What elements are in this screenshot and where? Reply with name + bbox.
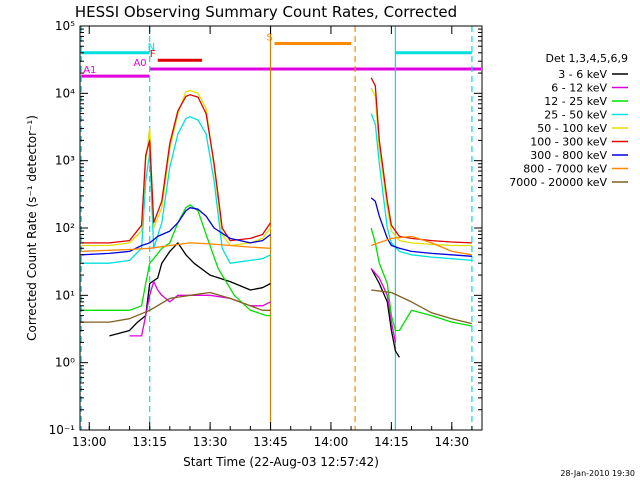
y-axis-ticks: 10⁻¹ 10⁰ 10¹ 10² 10³ 10⁴ 10⁵ [49, 19, 482, 437]
legend-label-2: 12 - 25 keV [544, 95, 607, 108]
x-tick-label-1: 13:15 [132, 435, 167, 449]
series-lines [81, 77, 473, 358]
plot-frame [79, 25, 483, 431]
series-line-7-seg-0 [81, 242, 271, 253]
legend-label-4: 50 - 100 keV [537, 122, 607, 135]
legend-label-5: 100 - 300 keV [530, 136, 607, 149]
series-line-3-seg-1 [370, 113, 472, 262]
legend-label-6: 300 - 800 keV [530, 149, 607, 162]
legend-label-0: 3 - 6 keV [558, 68, 607, 81]
series-line-6-seg-1 [370, 197, 472, 257]
legend-label-7: 800 - 7000 keV [523, 163, 607, 176]
date-stamp: 28-Jan-2010 19:30 [560, 469, 635, 478]
series-line-2-seg-0 [81, 204, 271, 317]
flag-bars: NF S A0 A1 [81, 32, 481, 78]
y-tick-label-3: 10² [55, 221, 75, 235]
flag-label-3: A0 [133, 58, 146, 69]
x-tick-label-2: 13:30 [193, 435, 228, 449]
legend-label-3: 25 - 50 keV [544, 109, 607, 122]
x-axis-ticks: 13:00 13:15 13:30 13:45 14:00 14:15 14:30 [72, 26, 473, 449]
series-line-4-seg-0 [81, 89, 272, 247]
flag-label-0: N [148, 42, 155, 53]
flag-label-2: S [267, 32, 273, 43]
legend-title: Det 1,3,4,5,6,9 [545, 52, 628, 65]
y-tick-label-1: 10⁰ [55, 356, 75, 370]
legend-label-1: 6 - 12 keV [551, 82, 607, 95]
series-line-3-seg-0 [81, 116, 271, 264]
series-line-0-seg-1 [370, 268, 400, 358]
series-line-2-seg-1 [370, 227, 473, 332]
flag-label-4: A1 [83, 65, 96, 76]
y-tick-label-2: 10¹ [55, 288, 75, 302]
series-line-8-seg-1 [371, 289, 473, 325]
series-line-8-seg-0 [81, 291, 271, 323]
x-tick-label-0: 13:00 [72, 435, 107, 449]
series-line-0-seg-0 [109, 242, 271, 337]
x-tick-label-5: 14:15 [374, 435, 409, 449]
series-line-4-seg-1 [370, 87, 472, 247]
x-tick-label-3: 13:45 [253, 435, 288, 449]
y-tick-label-0: 10⁻¹ [49, 423, 76, 437]
series-line-5-seg-1 [370, 77, 472, 244]
series-line-6-seg-0 [81, 207, 271, 256]
legend-label-8: 7000 - 20000 keV [509, 176, 607, 189]
series-line-7-seg-1 [370, 235, 473, 256]
series-line-5-seg-0 [81, 94, 272, 244]
y-tick-label-4: 10³ [55, 154, 75, 168]
series-line-1-seg-1 [370, 268, 397, 343]
flag-label-1: F [150, 49, 156, 60]
y-tick-label-5: 10⁴ [55, 86, 75, 100]
x-tick-label-4: 14:00 [314, 435, 349, 449]
x-axis-label: Start Time (22-Aug-03 12:57:42) [183, 455, 379, 469]
x-tick-label-6: 14:30 [434, 435, 469, 449]
y-axis-label: Corrected Count Rate (s⁻¹ detector⁻¹) [25, 115, 39, 341]
y-tick-label-6: 10⁵ [55, 19, 75, 33]
chart-title: HESSI Observing Summary Count Rates, Cor… [75, 3, 457, 21]
